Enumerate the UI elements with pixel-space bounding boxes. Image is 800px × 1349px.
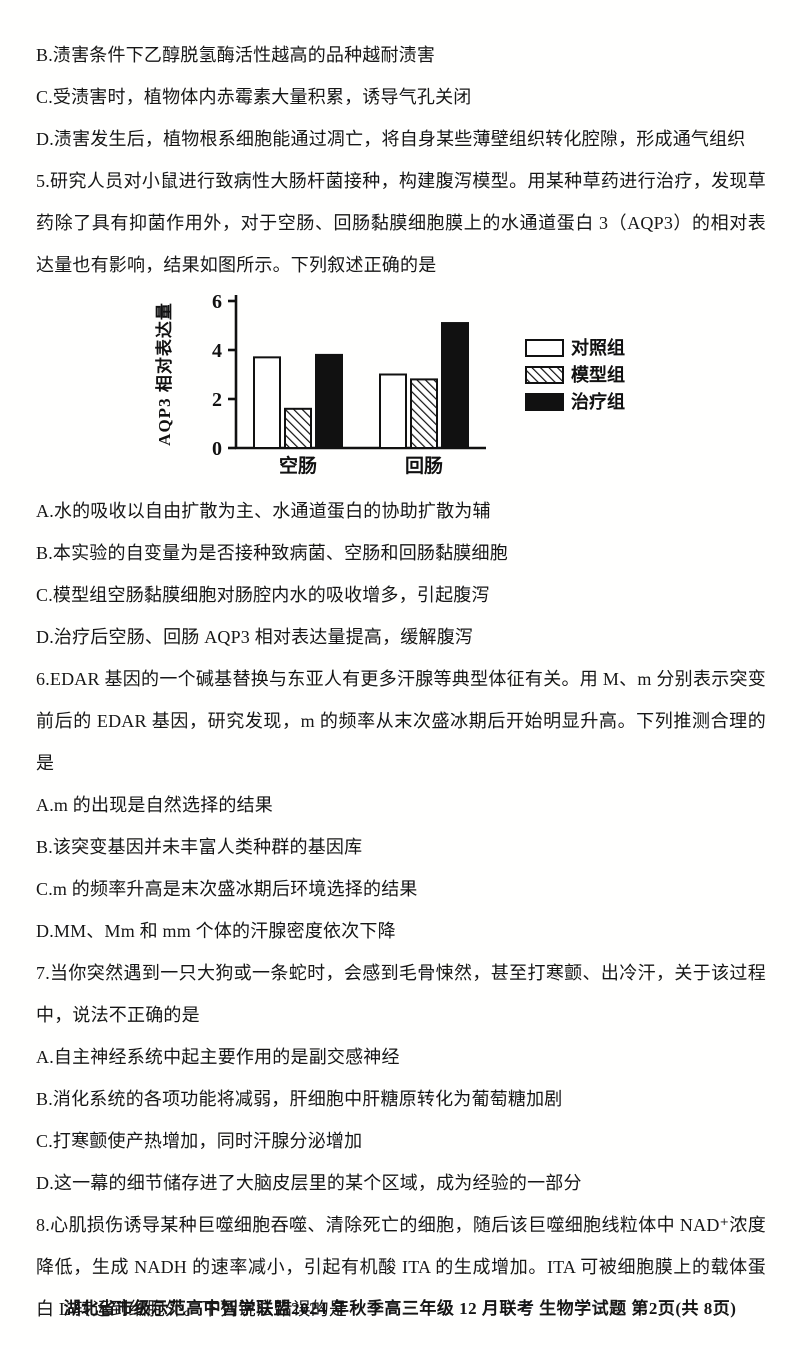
question-5-stem: 5.研究人员对小鼠进行致病性大肠杆菌接种，构建腹泻模型。用某种草药进行治疗，发现… xyxy=(36,171,766,275)
y-tick-label: 0 xyxy=(212,438,222,460)
y-tick-label: 6 xyxy=(212,291,222,313)
question-7-option-a: A.自主神经系统中起主要作用的是副交感神经 xyxy=(36,1047,400,1067)
bar-模型组-回肠 xyxy=(410,378,438,449)
x-category-label: 回肠 xyxy=(405,455,443,477)
bar-对照组-回肠 xyxy=(379,373,407,449)
question-6-option-b: B.该突变基因并未丰富人类种群的基因库 xyxy=(36,837,363,857)
question-7-option-d: D.这一幕的细节储存进了大脑皮层里的某个区域，成为经验的一部分 xyxy=(36,1173,582,1193)
question-6-stem: 6.EDAR 基因的一个碱基替换与东亚人有更多汗腺等典型体征有关。用 M、m 分… xyxy=(36,669,766,773)
question-7-stem: 7.当你突然遇到一只大狗或一条蛇时，会感到毛骨悚然，甚至打寒颤、出冷汗，关于该过… xyxy=(36,963,766,1025)
legend-swatch-模型组 xyxy=(525,366,564,384)
question-7-option-c: C.打寒颤使产热增加，同时汗腺分泌增加 xyxy=(36,1131,363,1151)
bar-对照组-空肠 xyxy=(253,356,281,449)
question-5-option-a: A.水的吸收以自由扩散为主、水通道蛋白的协助扩散为辅 xyxy=(36,501,491,521)
question-5-option-b: B.本实验的自变量为是否接种致病菌、空肠和回肠黏膜细胞 xyxy=(36,543,508,563)
question-6-option-d: D.MM、Mm 和 mm 个体的汗腺密度依次下降 xyxy=(36,921,396,941)
legend-label-对照组: 对照组 xyxy=(571,337,625,358)
legend-label-模型组: 模型组 xyxy=(571,364,625,385)
legend-swatch-对照组 xyxy=(525,339,564,357)
y-tick-label: 2 xyxy=(212,389,222,411)
x-category-label: 空肠 xyxy=(279,454,317,477)
question-4-option-c: C.受渍害时，植物体内赤霉素大量积累，诱导气孔关闭 xyxy=(36,87,472,107)
bar-模型组-空肠 xyxy=(284,407,312,450)
question-6-option-c: C.m 的频率升高是末次盛冰期后环境选择的结果 xyxy=(36,879,418,899)
question-8-stem: 8.心肌损伤诱导某种巨噬细胞吞噬、清除死亡的细胞，随后该巨噬细胞线粒体中 NAD… xyxy=(36,1215,766,1319)
y-tick-label: 4 xyxy=(212,340,222,362)
question-6-option-a: A.m 的出现是自然选择的结果 xyxy=(36,795,273,815)
legend-swatch-治疗组 xyxy=(525,393,564,411)
bar-治疗组-回肠 xyxy=(441,322,469,449)
question-7-option-b: B.消化系统的各项功能将减弱，肝细胞中肝糖原转化为葡萄糖加剧 xyxy=(36,1089,563,1109)
bar-治疗组-空肠 xyxy=(315,353,343,449)
question-5-option-c: C.模型组空肠黏膜细胞对肠腔内水的吸收增多，引起腹泻 xyxy=(36,585,490,605)
question-4-option-b: B.渍害条件下乙醇脱氢酶活性越高的品种越耐渍害 xyxy=(36,45,436,65)
question-5-option-d: D.治疗后空肠、回肠 AQP3 相对表达量提高，缓解腹泻 xyxy=(36,627,474,647)
aqp3-chart-figure: 0 2 4 6 AQP3 相对表达量空肠 回肠 对照组模型组治疗组 xyxy=(146,288,686,486)
y-axis-title: AQP3 相对表达量 xyxy=(154,302,174,446)
legend-label-治疗组: 治疗组 xyxy=(571,391,625,412)
question-4-option-d: D.渍害发生后，植物根系细胞能通过凋亡，将自身某些薄壁组织转化腔隙，形成通气组织 xyxy=(36,129,746,149)
page-footer: 湖北省市级示范高中智学联盟2024 年秋季高三年级 12 月联考 生物学试题 第… xyxy=(63,1299,737,1318)
